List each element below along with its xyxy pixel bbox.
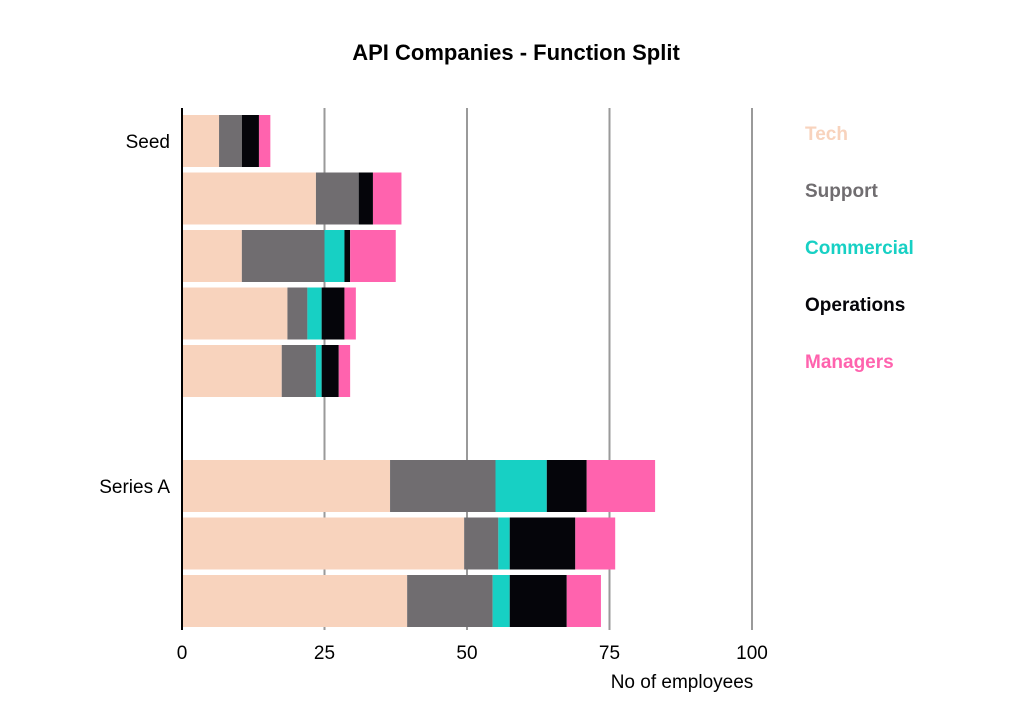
bar-tech-row-5 xyxy=(182,345,282,397)
bar-managers-row-3 xyxy=(350,230,396,282)
bar-tech-row-7 xyxy=(182,517,465,570)
bar-support-row-1 xyxy=(219,115,242,167)
bar-operations-row-8 xyxy=(509,575,567,627)
legend-entry-support: Support xyxy=(805,181,878,202)
bar-managers-row-5 xyxy=(338,345,351,397)
bar-operations-row-6 xyxy=(546,460,587,512)
x-tick-label-75: 75 xyxy=(599,643,620,664)
bar-commercial-row-5 xyxy=(315,345,322,397)
bar-managers-row-4 xyxy=(344,287,356,340)
x-axis-label: No of employees xyxy=(611,672,754,693)
bar-managers-row-6 xyxy=(586,460,656,512)
bar-operations-row-2 xyxy=(358,172,373,225)
chart-title: API Companies - Function Split xyxy=(352,40,680,65)
bar-tech-row-1 xyxy=(182,115,220,167)
x-tick-labels: 0 25 50 75 100 xyxy=(177,643,768,664)
group-label-seed: Seed xyxy=(126,132,170,153)
bar-tech-row-8 xyxy=(182,575,408,627)
bar-support-row-3 xyxy=(241,230,325,282)
bar-managers-row-8 xyxy=(566,575,601,627)
bar-support-row-8 xyxy=(407,575,493,627)
bar-commercial-row-6 xyxy=(495,460,547,512)
bar-tech-row-6 xyxy=(182,460,391,512)
bar-support-row-5 xyxy=(281,345,316,397)
x-tick-label-0: 0 xyxy=(177,643,188,664)
x-tick-label-25: 25 xyxy=(314,643,335,664)
bar-support-row-6 xyxy=(390,460,496,512)
bar-operations-row-3 xyxy=(344,230,351,282)
legend-entry-managers: Managers xyxy=(805,352,894,373)
bar-managers-row-7 xyxy=(575,517,616,570)
legend-entry-tech: Tech xyxy=(805,124,848,145)
bar-operations-row-7 xyxy=(509,517,576,570)
bar-tech-row-4 xyxy=(182,287,288,340)
bar-support-row-4 xyxy=(287,287,308,340)
bar-commercial-row-7 xyxy=(498,517,510,570)
bar-managers-row-2 xyxy=(372,172,402,225)
bar-commercial-row-8 xyxy=(492,575,510,627)
bars xyxy=(182,115,656,627)
bar-operations-row-4 xyxy=(321,287,345,340)
bar-commercial-row-3 xyxy=(324,230,345,282)
legend-entry-commercial: Commercial xyxy=(805,238,914,259)
bar-support-row-2 xyxy=(315,172,359,225)
group-label-series-a: Series A xyxy=(99,477,170,498)
x-tick-label-50: 50 xyxy=(456,643,477,664)
bar-tech-row-3 xyxy=(182,230,242,282)
bar-operations-row-5 xyxy=(321,345,339,397)
bar-managers-row-1 xyxy=(258,115,271,167)
bar-support-row-7 xyxy=(464,517,499,570)
bar-tech-row-2 xyxy=(182,172,316,225)
legend-entry-operations: Operations xyxy=(805,295,905,316)
bar-operations-row-1 xyxy=(241,115,259,167)
legend: Tech Support Commercial Operations Managers xyxy=(805,124,914,373)
bar-commercial-row-4 xyxy=(307,287,322,340)
x-tick-label-100: 100 xyxy=(736,643,768,664)
y-group-labels: Seed Series A xyxy=(99,132,170,498)
